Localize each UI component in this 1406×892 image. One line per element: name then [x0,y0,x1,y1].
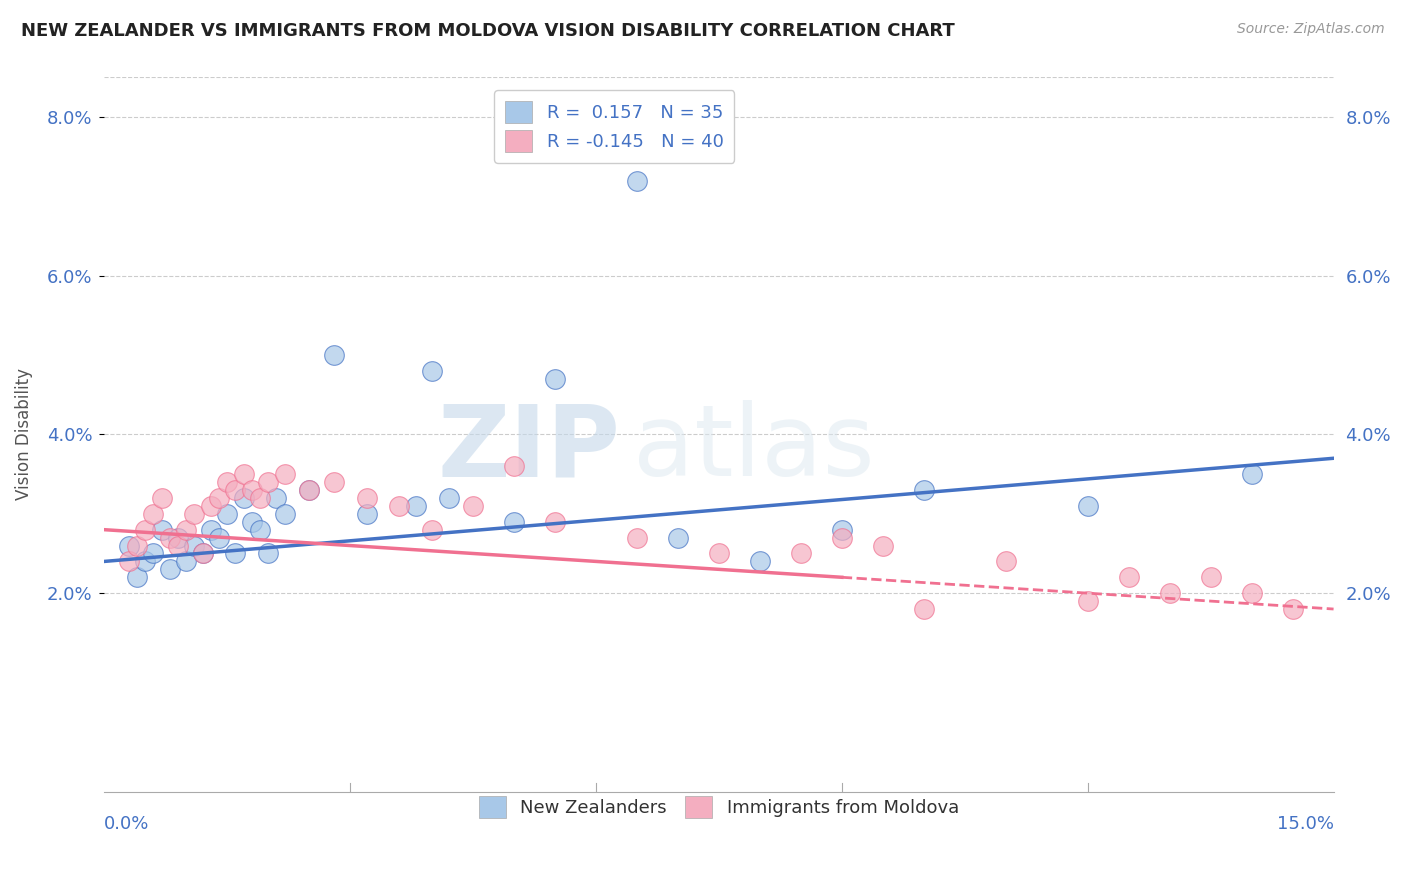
Point [118,554,141,568]
Point [626,173,648,187]
Point [912,483,935,497]
Point [437,491,460,505]
Text: Source: ZipAtlas.com: Source: ZipAtlas.com [1237,22,1385,37]
Point [748,554,770,568]
Point [257,546,280,560]
Point [420,523,443,537]
Text: atlas: atlas [633,401,875,497]
Text: 0.0%: 0.0% [104,815,149,833]
Point [142,507,165,521]
Point [191,546,214,560]
Point [240,483,263,497]
Point [217,507,239,521]
Point [159,531,181,545]
Point [1159,586,1181,600]
Point [167,539,190,553]
Point [150,491,173,505]
Point [217,475,239,489]
Point [405,499,427,513]
Point [420,364,443,378]
Point [142,546,165,560]
Text: ZIP: ZIP [437,401,620,497]
Point [266,491,288,505]
Point [183,507,205,521]
Point [127,539,149,553]
Point [249,523,271,537]
Point [388,499,411,513]
Point [831,523,853,537]
Point [356,507,378,521]
Point [461,499,484,513]
Point [273,507,295,521]
Point [167,531,190,545]
Point [298,483,321,497]
Point [127,570,149,584]
Point [134,523,156,537]
Point [174,554,197,568]
Point [322,348,344,362]
Point [544,372,567,386]
Legend: New Zealanders, Immigrants from Moldova: New Zealanders, Immigrants from Moldova [472,789,966,825]
Point [831,531,853,545]
Point [707,546,730,560]
Point [544,515,567,529]
Point [1281,602,1303,616]
Point [1199,570,1222,584]
Point [183,539,205,553]
Point [912,602,935,616]
Y-axis label: Vision Disability: Vision Disability [15,368,32,500]
Point [1077,499,1099,513]
Point [1240,586,1263,600]
Point [356,491,378,505]
Point [1240,467,1263,482]
Point [118,539,141,553]
Point [208,531,231,545]
Point [298,483,321,497]
Point [200,499,222,513]
Point [249,491,271,505]
Point [240,515,263,529]
Text: 15.0%: 15.0% [1277,815,1333,833]
Point [503,459,526,474]
Point [174,523,197,537]
Point [191,546,214,560]
Text: NEW ZEALANDER VS IMMIGRANTS FROM MOLDOVA VISION DISABILITY CORRELATION CHART: NEW ZEALANDER VS IMMIGRANTS FROM MOLDOVA… [21,22,955,40]
Point [232,467,254,482]
Point [273,467,295,482]
Point [159,562,181,576]
Point [224,546,246,560]
Point [1118,570,1140,584]
Point [790,546,813,560]
Point [134,554,156,568]
Point [322,475,344,489]
Point [200,523,222,537]
Point [1077,594,1099,608]
Point [994,554,1017,568]
Point [666,531,689,545]
Point [208,491,231,505]
Point [872,539,894,553]
Point [503,515,526,529]
Point [232,491,254,505]
Point [150,523,173,537]
Point [626,531,648,545]
Point [257,475,280,489]
Point [224,483,246,497]
